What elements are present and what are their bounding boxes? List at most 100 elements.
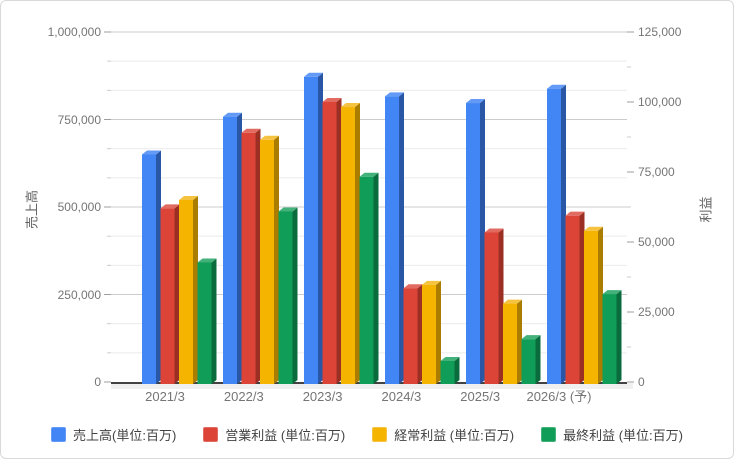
left-axis-tick-label: 750,000 [57, 112, 101, 127]
bar-sales-3-side [399, 92, 404, 385]
bar-net-profit-2-top [359, 172, 379, 177]
legend-label-sales: 売上高(単位:百万) [73, 428, 177, 443]
legend-item-sales: 売上高(単位:百万) [51, 425, 176, 444]
left-axis-tick-label: 0 [94, 375, 101, 389]
legend-label-net-profit: 最終利益 (単位:百万) [563, 428, 683, 443]
x-axis-label-2: 2023/3 [302, 389, 343, 404]
bar-sales-5-top [547, 84, 566, 89]
bar-net-profit-2[interactable] [359, 176, 374, 384]
bar-operating-profit-1-top [241, 128, 261, 133]
bar-operating-profit-3-top [403, 284, 423, 289]
bar-operating-profit-4-side [498, 228, 504, 384]
legend-label-ordinary-profit: 経常利益 (単位:百万) [394, 428, 515, 443]
bar-sales-3[interactable] [385, 96, 399, 385]
right-axis-tick-label: 50,000 [638, 235, 675, 249]
bar-operating-profit-2-side [336, 98, 342, 384]
right-axis-tick-label: 75,000 [638, 165, 675, 179]
left-axis-tick-label: 1,000,000 [47, 25, 101, 39]
bar-net-profit-4[interactable] [521, 339, 536, 384]
legend-item-operating-profit: 営業利益 (単位:百万) [203, 425, 345, 444]
bar-operating-profit-0[interactable] [160, 208, 175, 384]
left-axis-tick-label: 500,000 [57, 200, 101, 214]
bar-operating-profit-3[interactable] [403, 288, 418, 384]
bar-net-profit-4-side [535, 335, 541, 384]
bar-ordinary-profit-5-side [598, 226, 603, 384]
bar-sales-3-top [385, 92, 404, 97]
bar-ordinary-profit-0[interactable] [179, 200, 193, 384]
bar-sales-2[interactable] [304, 76, 318, 385]
bar-sales-4-top [466, 99, 485, 104]
bar-net-profit-1-top [278, 207, 298, 212]
bar-ordinary-profit-5[interactable] [584, 230, 598, 384]
bar-operating-profit-0-top [160, 204, 180, 209]
x-axis-label-5: 2026/3 (予) [526, 389, 592, 404]
bar-net-profit-3-top [440, 357, 460, 361]
legend-swatch-ordinary-profit-icon [372, 427, 388, 442]
bar-net-profit-1[interactable] [278, 211, 293, 384]
bar-ordinary-profit-1[interactable] [260, 139, 274, 384]
bar-sales-2-top [304, 72, 323, 77]
bar-net-profit-5[interactable] [602, 294, 617, 384]
bar-operating-profit-1[interactable] [241, 132, 256, 384]
bar-net-profit-2-side [373, 172, 379, 384]
legend-item-ordinary-profit: 経常利益 (単位:百万) [372, 425, 514, 444]
bar-operating-profit-5[interactable] [565, 215, 580, 384]
bar-sales-2-side [318, 72, 323, 385]
bar-sales-5-side [561, 84, 566, 384]
bar-net-profit-5-side [616, 290, 622, 384]
bar-ordinary-profit-4[interactable] [503, 303, 517, 384]
bar-operating-profit-4[interactable] [484, 232, 499, 384]
bar-net-profit-4-top [521, 335, 541, 340]
left-axis-tick-label: 250,000 [57, 287, 101, 302]
bar-operating-profit-1-side [255, 128, 261, 384]
bar-net-profit-3[interactable] [440, 361, 455, 384]
bar-net-profit-0-top [197, 258, 217, 263]
bar-operating-profit-5-top [565, 211, 585, 216]
right-axis-tick-label: 100,000 [638, 95, 682, 109]
left-axis-title: 売上高 [24, 190, 40, 230]
bar-net-profit-0-side [211, 258, 217, 384]
bar-operating-profit-2-top [322, 98, 342, 102]
chart-floor-3d [111, 383, 633, 389]
bar-sales-0-top [142, 150, 161, 155]
x-axis-label-1: 2022/3 [223, 389, 264, 404]
legend-label-operating-profit: 営業利益 (単位:百万) [225, 428, 346, 443]
bar-net-profit-3-side [454, 357, 460, 384]
bar-net-profit-1-side [292, 207, 298, 384]
bar-ordinary-profit-0-top [179, 196, 198, 200]
bar-operating-profit-5-side [579, 211, 585, 384]
bar-net-profit-0[interactable] [197, 262, 212, 384]
bar-sales-1[interactable] [223, 116, 237, 384]
bar-operating-profit-3-side [417, 284, 423, 384]
legend: 売上高(単位:百万) 営業利益 (単位:百万) 経常利益 (単位:百万) 最終利益 (… [1, 425, 733, 444]
bar-sales-1-top [223, 112, 242, 117]
bar-sales-5[interactable] [547, 88, 561, 384]
bar-ordinary-profit-4-side [517, 299, 522, 384]
bar-ordinary-profit-4-top [503, 299, 522, 304]
legend-item-net-profit: 最終利益 (単位:百万) [541, 425, 683, 444]
bar-operating-profit-0-side [174, 204, 180, 384]
bar-ordinary-profit-2-side [355, 103, 360, 384]
bar-sales-4-side [480, 99, 485, 385]
bar-sales-0-side [156, 150, 161, 384]
bar-ordinary-profit-0-side [193, 196, 198, 384]
bar-ordinary-profit-2-top [341, 103, 360, 108]
x-axis-label-0: 2021/3 [145, 389, 185, 404]
bar-operating-profit-4-top [484, 228, 504, 233]
bar-ordinary-profit-1-top [260, 135, 279, 140]
bar-net-profit-5-top [602, 290, 622, 295]
bar-ordinary-profit-5-top [584, 226, 603, 231]
right-axis-title: 利益 [698, 196, 714, 223]
bar-operating-profit-2[interactable] [322, 102, 337, 384]
legend-swatch-operating-profit-icon [203, 427, 219, 442]
x-axis-label-3: 2024/3 [381, 389, 422, 404]
bar-ordinary-profit-2[interactable] [341, 107, 355, 384]
bar-ordinary-profit-3-top [422, 280, 441, 285]
bar-ordinary-profit-3[interactable] [422, 284, 436, 384]
bar-sales-0[interactable] [142, 154, 156, 385]
x-axis-label-4: 2025/3 [460, 389, 501, 404]
right-axis-tick-label: 125,000 [638, 25, 682, 39]
bar-sales-4[interactable] [466, 103, 480, 385]
